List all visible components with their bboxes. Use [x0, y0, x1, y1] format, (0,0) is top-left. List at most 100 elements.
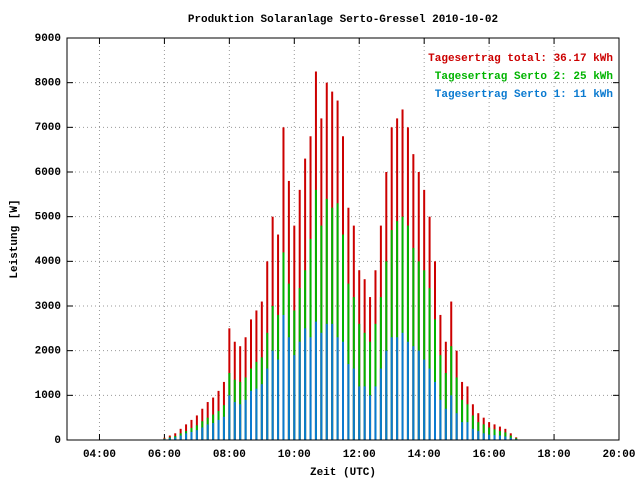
- bar: [434, 381, 436, 440]
- bar: [352, 368, 355, 440]
- x-tick-label: 14:00: [408, 449, 441, 461]
- bar: [293, 355, 296, 440]
- bar: [493, 435, 496, 440]
- bar: [369, 341, 372, 440]
- y-tick-label: 2000: [35, 346, 61, 358]
- x-tick-label: 20:00: [602, 449, 635, 461]
- bar: [277, 359, 280, 440]
- bar: [320, 332, 323, 440]
- x-tick-label: 10:00: [278, 449, 311, 461]
- bar: [314, 321, 317, 440]
- plot-frame: [66, 37, 620, 441]
- bar: [439, 399, 442, 440]
- y-tick-label: 1000: [35, 390, 61, 402]
- y-tick-label: 7000: [35, 122, 61, 134]
- bar: [488, 427, 491, 440]
- bar: [509, 437, 512, 440]
- bar: [201, 427, 204, 440]
- bar: [396, 337, 399, 440]
- bar: [358, 323, 361, 440]
- bar: [347, 283, 350, 440]
- bar: [190, 431, 193, 440]
- bar: [488, 434, 491, 440]
- x-tick-label: 06:00: [148, 449, 181, 461]
- bar: [412, 346, 415, 440]
- bar: [369, 395, 372, 440]
- bar: [336, 203, 339, 440]
- chart-title: Produktion Solaranlage Serto-Gressel 201…: [188, 14, 498, 26]
- bar: [482, 433, 485, 440]
- bar: [450, 395, 453, 440]
- bar: [331, 323, 334, 440]
- x-tick-label: 16:00: [473, 449, 506, 461]
- bar: [287, 337, 290, 440]
- bar: [482, 424, 485, 440]
- bar: [374, 323, 377, 440]
- bar: [239, 404, 242, 440]
- bar: [477, 422, 480, 440]
- bar: [244, 399, 247, 440]
- bar: [255, 388, 258, 440]
- bar: [390, 230, 393, 440]
- x-tick-label: 08:00: [213, 449, 246, 461]
- bar: [385, 350, 388, 440]
- bar: [342, 234, 344, 440]
- y-tick-label: 9000: [35, 33, 61, 45]
- bar: [260, 384, 263, 440]
- bar: [401, 216, 404, 440]
- bar: [379, 368, 382, 440]
- bar: [390, 337, 393, 440]
- x-tick-label: 04:00: [83, 449, 116, 461]
- bar: [493, 429, 496, 440]
- bar: [504, 436, 507, 440]
- bar: [455, 413, 458, 440]
- bar: [466, 422, 469, 440]
- bar: [342, 341, 344, 440]
- bar: [450, 346, 453, 440]
- legend-label: Tagesertrag Serto 2: 25 kWh: [435, 71, 613, 83]
- bar: [444, 408, 447, 440]
- bar: [168, 438, 171, 440]
- bar: [477, 431, 480, 440]
- bar: [423, 270, 426, 440]
- y-tick-label: 0: [54, 435, 61, 447]
- legend-label: Tagesertrag Serto 1: 11 kWh: [435, 89, 613, 101]
- bar: [336, 337, 339, 440]
- x-tick-label: 12:00: [343, 449, 376, 461]
- bar: [406, 225, 409, 440]
- bar: [461, 399, 464, 440]
- bar: [439, 355, 442, 440]
- bar: [412, 247, 415, 440]
- legend-label: Tagesertrag total: 36.17 kWh: [428, 53, 613, 65]
- bar: [347, 364, 350, 440]
- y-axis-label: Leistung [W]: [9, 199, 21, 278]
- bar: [455, 377, 458, 440]
- y-tick-label: 5000: [35, 212, 61, 224]
- bar: [428, 368, 431, 440]
- bar: [498, 435, 501, 440]
- y-tick-label: 8000: [35, 78, 61, 90]
- bar: [298, 341, 301, 440]
- bar: [282, 314, 285, 440]
- bar: [325, 198, 328, 440]
- bar: [325, 323, 328, 440]
- bar: [179, 435, 182, 440]
- bar: [271, 350, 274, 440]
- bar: [309, 337, 312, 440]
- bar: [185, 433, 188, 440]
- bar: [266, 368, 269, 440]
- bar: [444, 373, 447, 440]
- bar: [250, 390, 252, 440]
- bar: [174, 437, 177, 440]
- bar: [434, 319, 436, 440]
- bar: [212, 423, 215, 440]
- bar: [195, 430, 198, 440]
- bar: [206, 424, 209, 440]
- bar: [222, 416, 225, 440]
- y-tick-label: 6000: [35, 167, 61, 179]
- bar: [228, 395, 231, 440]
- bar: [428, 288, 431, 440]
- bar: [417, 350, 420, 440]
- bar: [304, 328, 307, 440]
